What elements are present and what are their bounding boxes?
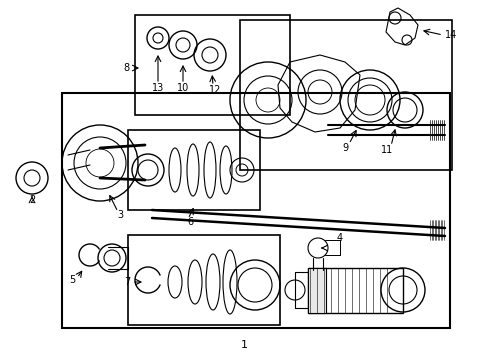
Text: 8: 8 xyxy=(123,63,130,73)
Bar xyxy=(128,235,280,325)
Text: 7: 7 xyxy=(123,277,130,287)
Bar xyxy=(307,268,325,313)
Text: 10: 10 xyxy=(177,83,189,93)
Text: 11: 11 xyxy=(380,145,392,155)
Text: 3: 3 xyxy=(117,210,123,220)
Text: 6: 6 xyxy=(186,217,193,227)
Text: 1: 1 xyxy=(240,340,247,350)
Bar xyxy=(62,93,449,328)
Text: 4: 4 xyxy=(336,233,343,243)
Bar xyxy=(307,268,402,313)
Text: 2: 2 xyxy=(29,195,35,205)
Text: 5: 5 xyxy=(69,275,75,285)
Text: 12: 12 xyxy=(208,85,221,95)
Bar xyxy=(135,15,289,115)
Text: 9: 9 xyxy=(341,143,347,153)
Text: 13: 13 xyxy=(152,83,164,93)
Bar xyxy=(128,130,260,210)
Text: 14: 14 xyxy=(444,30,456,40)
